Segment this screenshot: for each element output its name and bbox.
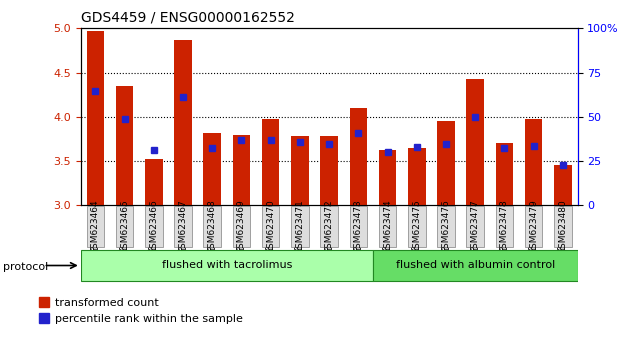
Text: flushed with tacrolimus: flushed with tacrolimus <box>161 261 292 270</box>
Bar <box>525 120 543 205</box>
Bar <box>320 136 338 205</box>
Text: GSM623469: GSM623469 <box>237 199 246 254</box>
Text: GSM623477: GSM623477 <box>471 199 480 254</box>
Text: GSM623475: GSM623475 <box>412 199 421 254</box>
FancyBboxPatch shape <box>350 206 367 247</box>
Text: GSM623465: GSM623465 <box>120 199 129 254</box>
Bar <box>496 143 513 205</box>
FancyBboxPatch shape <box>496 206 513 247</box>
Text: GSM623471: GSM623471 <box>296 199 304 254</box>
Text: GSM623480: GSM623480 <box>558 199 568 254</box>
Text: GSM623468: GSM623468 <box>208 199 217 254</box>
Bar <box>291 136 309 205</box>
FancyBboxPatch shape <box>320 206 338 247</box>
Bar <box>350 108 367 205</box>
FancyBboxPatch shape <box>233 206 250 247</box>
Bar <box>145 159 163 205</box>
FancyBboxPatch shape <box>145 206 163 247</box>
Text: GSM623467: GSM623467 <box>178 199 188 254</box>
FancyBboxPatch shape <box>291 206 309 247</box>
Bar <box>408 148 425 205</box>
Bar <box>116 86 134 205</box>
Text: protocol: protocol <box>3 262 48 272</box>
FancyBboxPatch shape <box>81 250 373 281</box>
Bar <box>86 31 104 205</box>
FancyBboxPatch shape <box>379 206 396 247</box>
Text: GSM623470: GSM623470 <box>266 199 275 254</box>
Text: GDS4459 / ENSG00000162552: GDS4459 / ENSG00000162552 <box>81 11 294 25</box>
Text: GSM623474: GSM623474 <box>383 199 392 254</box>
FancyBboxPatch shape <box>466 206 484 247</box>
Text: GSM623472: GSM623472 <box>325 199 333 254</box>
Bar <box>175 40 192 205</box>
Bar <box>262 120 279 205</box>
Text: GSM623466: GSM623466 <box>149 199 158 254</box>
FancyBboxPatch shape <box>116 206 134 247</box>
Text: GSM623478: GSM623478 <box>500 199 509 254</box>
FancyBboxPatch shape <box>408 206 425 247</box>
Bar <box>379 150 396 205</box>
FancyBboxPatch shape <box>437 206 455 247</box>
FancyBboxPatch shape <box>525 206 543 247</box>
Text: GSM623464: GSM623464 <box>91 199 100 254</box>
FancyBboxPatch shape <box>373 250 578 281</box>
Legend: transformed count, percentile rank within the sample: transformed count, percentile rank withi… <box>37 296 245 326</box>
Text: GSM623479: GSM623479 <box>529 199 538 254</box>
Bar <box>554 166 572 205</box>
Bar <box>466 79 484 205</box>
Bar <box>437 121 455 205</box>
FancyBboxPatch shape <box>86 206 104 247</box>
FancyBboxPatch shape <box>204 206 221 247</box>
Text: GSM623473: GSM623473 <box>354 199 363 254</box>
Bar <box>233 135 250 205</box>
FancyBboxPatch shape <box>175 206 192 247</box>
FancyBboxPatch shape <box>262 206 279 247</box>
Text: GSM623476: GSM623476 <box>442 199 450 254</box>
Bar <box>204 133 221 205</box>
Text: flushed with albumin control: flushed with albumin control <box>396 261 555 270</box>
FancyBboxPatch shape <box>554 206 572 247</box>
